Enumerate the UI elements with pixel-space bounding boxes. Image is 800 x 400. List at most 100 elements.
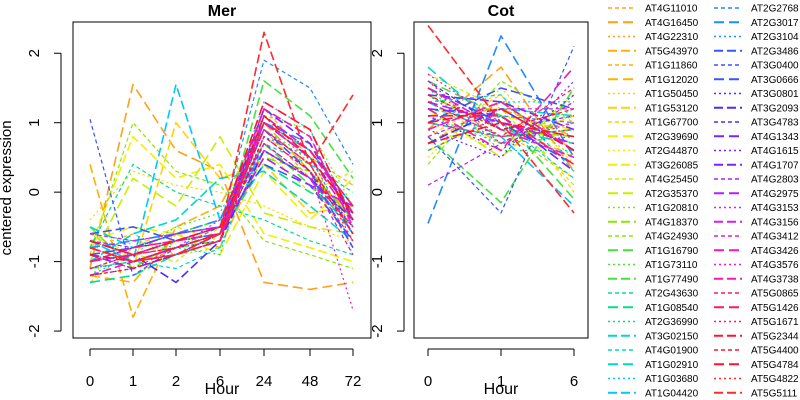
legend-label: AT2G3486 <box>751 46 799 57</box>
legend-label: AT4G3738 <box>751 274 799 285</box>
series-line <box>89 135 354 263</box>
legend-label: AT2G2768 <box>751 4 799 15</box>
y-tick-label: -1 <box>26 255 43 268</box>
legend-label: AT2G39690 <box>645 132 699 143</box>
legend-label: AT1G11860 <box>645 61 698 72</box>
legend-label: AT1G08540 <box>645 303 699 314</box>
series-line <box>427 87 575 138</box>
y-tick-label: 1 <box>369 119 386 127</box>
x-axis-label: Hour <box>484 381 519 398</box>
series-line <box>427 87 575 204</box>
legend-label: AT4G3153 <box>751 203 799 214</box>
legend-label: AT1G20810 <box>645 203 699 214</box>
series-line <box>427 25 575 214</box>
series-line <box>427 80 575 165</box>
series-line <box>427 94 575 172</box>
y-axis: -2 -1 0 1 2 <box>26 49 62 338</box>
y-tick-label: 0 <box>369 188 386 196</box>
x-tick-label: 72 <box>345 373 362 390</box>
legend-label: AT5G4784 <box>751 360 799 371</box>
legend-label: AT4G1707 <box>751 160 799 171</box>
panel-title: Mer <box>208 3 236 20</box>
series-line <box>427 80 575 158</box>
series-line <box>427 80 575 145</box>
series-line <box>89 136 354 270</box>
series-line <box>427 94 575 145</box>
y-tick-label: -2 <box>369 324 386 337</box>
legend-label: AT1G53120 <box>645 103 699 114</box>
series-line <box>427 101 575 152</box>
y-tick-label: -2 <box>26 324 43 337</box>
legend-label: AT4G01900 <box>645 346 699 357</box>
series-line <box>89 170 354 263</box>
series-line <box>89 142 354 263</box>
legend-label: AT4G2803 <box>751 175 799 186</box>
legend-label: AT3G02150 <box>645 331 699 342</box>
legend-label: AT1G67700 <box>645 118 699 129</box>
series-line <box>89 31 354 263</box>
plot-frame <box>72 21 372 339</box>
x-tick-label: 0 <box>424 373 432 390</box>
legend-label: AT3G0666 <box>751 75 799 86</box>
legend-label: AT2G3104 <box>751 32 799 43</box>
series-line <box>89 136 354 277</box>
legend-label: AT4G3412 <box>751 232 799 243</box>
series-line <box>428 115 575 166</box>
legend: AT4G11010 AT4G16450 AT4G22310 AT5G43970 AT1G… <box>608 4 799 399</box>
legend-label: AT4G1615 <box>751 146 799 157</box>
legend-label: AT1G02910 <box>645 360 699 371</box>
legend-label: AT4G16450 <box>645 18 699 29</box>
legend-label: AT1G04420 <box>645 388 699 399</box>
series-line <box>427 46 575 214</box>
legend-label: AT1G03680 <box>645 374 699 385</box>
legend-label: AT2G35370 <box>645 189 699 200</box>
series-line <box>427 87 575 138</box>
legend-label: AT1G12020 <box>645 75 699 86</box>
legend-label: AT3G0400 <box>751 61 799 72</box>
plot-frame <box>413 21 589 339</box>
series-line <box>427 35 575 224</box>
legend-label: AT4G25450 <box>645 175 699 186</box>
y-axis-label: centered expression <box>0 120 15 255</box>
legend-label: AT5G1671 <box>751 317 799 328</box>
y-tick-label: 2 <box>369 49 386 57</box>
legend-label: AT3G26085 <box>645 160 699 171</box>
legend-label: AT1G16790 <box>645 246 699 257</box>
legend-label: AT4G3156 <box>751 217 799 228</box>
legend-label: AT4G18370 <box>645 217 699 228</box>
series-line <box>89 108 354 256</box>
series-line <box>89 163 354 256</box>
series-line <box>427 108 574 138</box>
x-tick-label: 1 <box>129 373 137 390</box>
legend-label: AT5G5111 <box>751 388 798 399</box>
legend-label: AT5G1426 <box>751 303 799 314</box>
x-axis-label: Hour <box>205 381 240 398</box>
x-tick-label: 1 <box>497 373 505 390</box>
legend-label: AT5G4400 <box>751 346 799 357</box>
series-line <box>89 129 354 270</box>
legend-label: AT4G2975 <box>751 189 799 200</box>
x-tick-label: 48 <box>302 373 319 390</box>
legend-label: AT5G4822 <box>751 374 799 385</box>
panel-mer: Mer 0 1 2 6 24 48 72 -2 -1 0 1 2 Hour <box>26 3 372 398</box>
y-tick-label: -1 <box>369 255 386 268</box>
plot-lines <box>427 25 575 224</box>
series-line <box>89 83 354 291</box>
x-axis: 0 1 2 6 24 48 72 <box>86 348 362 390</box>
legend-label: AT5G2344 <box>751 331 799 342</box>
legend-label: AT4G22310 <box>645 32 699 43</box>
x-tick-label: 24 <box>256 373 273 390</box>
plot-lines <box>89 31 354 319</box>
legend-label: AT4G24930 <box>645 232 699 243</box>
panel-cot: Cot 0 1 6 -2 -1 0 1 2 Hour <box>369 3 589 398</box>
x-tick-label: 2 <box>172 373 180 390</box>
legend-label: AT3G2093 <box>751 103 799 114</box>
series-line <box>427 108 575 172</box>
series-line <box>89 156 354 263</box>
legend-label: AT3G4783 <box>751 118 799 129</box>
legend-label: AT1G50450 <box>645 89 699 100</box>
legend-label: AT4G3426 <box>751 246 799 257</box>
panel-title: Cot <box>488 3 515 20</box>
y-tick-label: 0 <box>26 188 43 196</box>
legend-label: AT1G77490 <box>645 274 699 285</box>
